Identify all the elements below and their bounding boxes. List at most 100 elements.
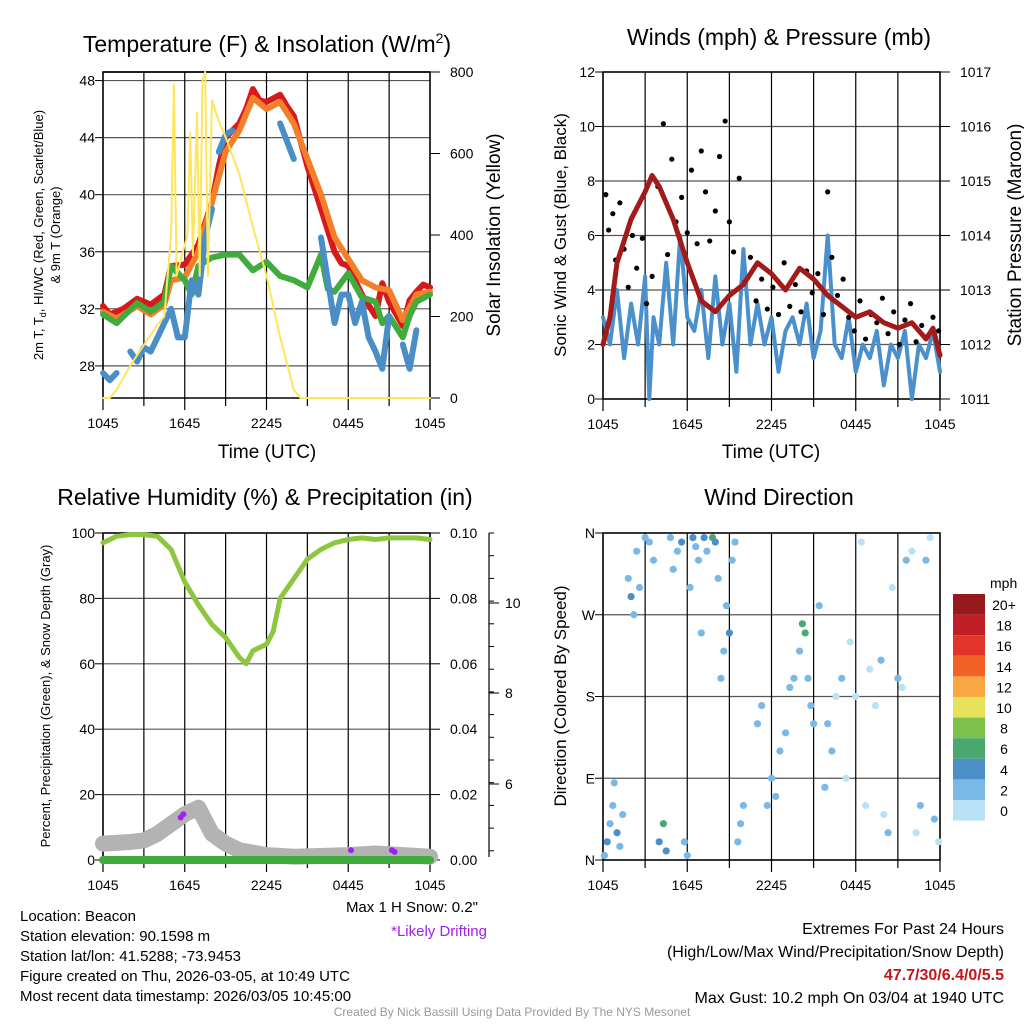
gust-point	[625, 284, 631, 290]
gust-point	[834, 292, 841, 299]
y2-tick-label: 1017	[960, 64, 991, 80]
winds-chart-title: Winds (mph) & Pressure (mb)	[627, 24, 931, 50]
legend-label: 14	[996, 659, 1012, 675]
location-text: Location: Beacon	[20, 908, 136, 925]
gust-point	[660, 121, 666, 127]
temperature-x-label: Time (UTC)	[218, 442, 317, 463]
gust-point	[815, 271, 821, 277]
y2-tick-label: 0.04	[450, 721, 477, 737]
wind-direction-point	[772, 792, 780, 801]
gust-point	[792, 281, 798, 288]
wind-direction-point	[776, 747, 784, 755]
wind-direction-point	[669, 565, 677, 573]
gust-point	[840, 276, 846, 282]
solar-y2-label: Solar Insolation (Yellow)	[484, 133, 505, 336]
wind-direction-point	[613, 829, 621, 837]
wind-direction-point	[801, 629, 809, 637]
gust-point	[798, 309, 804, 315]
wind-direction-point	[624, 574, 632, 583]
wind-direction-point	[888, 583, 896, 592]
series-dewpoint	[100, 251, 433, 341]
legend-label: 4	[1000, 762, 1008, 778]
wind-direction-point	[926, 533, 934, 542]
legend-label: 8	[1000, 721, 1008, 737]
gust-point	[885, 331, 891, 337]
x-tick-label: 2245	[251, 415, 282, 431]
wind-direction-point	[737, 820, 745, 828]
wind-direction-point	[795, 647, 804, 655]
y2-tick-label: 200	[450, 309, 474, 325]
legend-swatch-14	[953, 655, 985, 677]
gust-point	[679, 194, 685, 200]
legend-swatch-2	[953, 779, 985, 800]
direction-tick-label: E	[586, 770, 595, 786]
legend-swatch-8	[953, 717, 985, 739]
drifting-point	[347, 847, 354, 854]
wind-direction-point	[609, 801, 617, 810]
temperature-y-label-line2: & 9m T (Orange)	[48, 186, 63, 283]
wind-direction-point	[700, 533, 708, 542]
wind-direction-point	[606, 820, 614, 828]
y2-tick-label: 1015	[960, 173, 991, 189]
y-tick-label: 40	[79, 187, 95, 203]
wind-direction-point	[722, 602, 731, 610]
y-tick-label: 100	[72, 525, 96, 541]
gust-point	[634, 265, 640, 271]
wind-direction-point	[697, 629, 705, 637]
wind-direction-point	[846, 638, 854, 646]
wind-direction-point	[686, 583, 694, 592]
gust-point	[716, 153, 723, 160]
wind-direction-point	[616, 842, 624, 850]
wind-direction-point	[898, 683, 906, 692]
wind-direction-point	[600, 851, 609, 860]
gust-point	[639, 235, 645, 241]
wind-direction-point	[659, 820, 667, 828]
wind-direction-point	[804, 674, 812, 682]
wind-direction-point	[630, 611, 638, 619]
wind-direction-point	[767, 774, 776, 782]
y-tick-label: 32	[79, 301, 95, 317]
gust-point	[825, 189, 831, 195]
legend-swatch-4	[953, 758, 985, 780]
wind-direction-point	[645, 538, 653, 546]
wind-direction-point	[649, 556, 658, 564]
wind-direction-point	[922, 556, 930, 564]
y-tick-label: 44	[79, 130, 95, 146]
x-tick-label: 1045	[414, 415, 445, 431]
wind-direction-point	[641, 533, 649, 542]
gust-point	[707, 238, 713, 244]
y-tick-label: 60	[79, 656, 95, 672]
gust-point	[851, 328, 857, 334]
wind-direction-point	[703, 547, 711, 555]
gust-point	[770, 284, 776, 290]
y-tick-label: 10	[579, 119, 595, 135]
y2-tick-label: 600	[450, 146, 474, 162]
y-tick-label: 0	[587, 391, 595, 407]
wind-direction-point	[934, 838, 943, 846]
legend-label: 18	[996, 618, 1012, 634]
wind-direction-y-label: Direction (Colored By Speed)	[551, 585, 570, 806]
wind-direction-point	[655, 838, 663, 846]
temperature-chart-title: Temperature (F) & Insolation (W/m2)	[83, 30, 451, 57]
wind-direction-point	[680, 838, 689, 846]
gust-point	[747, 254, 754, 260]
gust-point	[913, 339, 919, 345]
wind-direction-point	[603, 838, 611, 846]
gust-point	[610, 211, 616, 217]
x-tick-label: 2245	[756, 416, 787, 432]
direction-tick-label: N	[585, 525, 595, 541]
temperature-y-label: 2m T, Td, HI/WC (Red, Green, Scarlet/Blu…	[31, 110, 48, 360]
legend-title: mph	[990, 575, 1017, 591]
wind-direction-point	[610, 779, 618, 787]
wind-direction-point	[902, 556, 910, 564]
wind-direction-point	[717, 674, 725, 682]
wind-direction-point	[714, 574, 722, 583]
legend-swatch-18	[953, 614, 985, 636]
gust-point	[787, 303, 793, 309]
gust-point	[896, 341, 902, 348]
series-hi-wc	[277, 120, 297, 162]
elevation-text: Station elevation: 90.1598 m	[20, 928, 211, 945]
y2-tick-label: 0.00	[450, 852, 477, 868]
y2-tick-label: 0	[450, 390, 458, 406]
